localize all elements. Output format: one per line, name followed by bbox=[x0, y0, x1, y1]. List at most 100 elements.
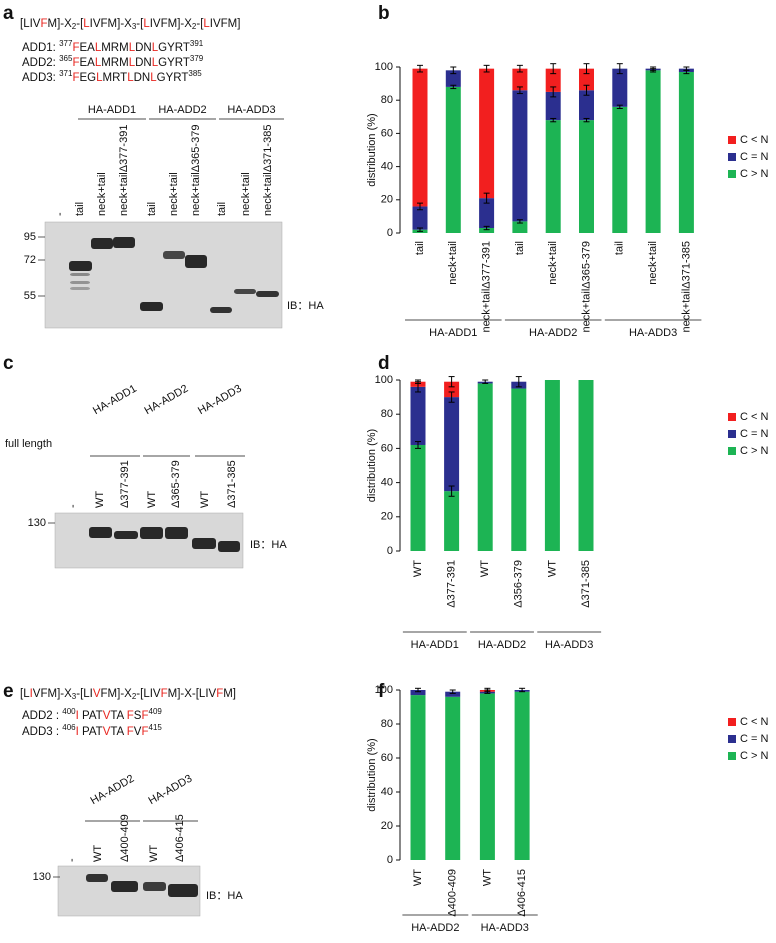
x-tick-label: WT bbox=[481, 869, 493, 886]
legend-swatch bbox=[728, 430, 736, 438]
text-segment: -[ bbox=[136, 18, 144, 30]
lane-label: Δ400-409 bbox=[119, 814, 131, 862]
rich-text: ADD1: 377FEALMRMLDNLGYRT391 bbox=[22, 39, 204, 54]
error-bar bbox=[417, 227, 423, 232]
rich-text: [LIVFM]-X2-[LIVFM]-X3-[LIVFM]-X2-[LIVFM] bbox=[20, 18, 240, 31]
lane-label: - bbox=[54, 212, 66, 216]
lane-label: WT bbox=[94, 491, 106, 508]
text-segment: MRT bbox=[103, 72, 128, 84]
text-segment: 365 bbox=[59, 54, 73, 63]
error-bar bbox=[417, 64, 423, 73]
text-segment: ADD1: bbox=[22, 42, 59, 54]
text-segment: 406 bbox=[62, 723, 76, 732]
legend-label: C < N bbox=[740, 716, 768, 728]
text-segment: IVFM]-X bbox=[90, 18, 132, 30]
error-bar bbox=[483, 64, 490, 73]
x-tick-label: Δ406-415 bbox=[516, 869, 528, 917]
error-bar bbox=[448, 391, 455, 403]
bar-segment bbox=[645, 70, 661, 233]
bar-segment bbox=[444, 397, 460, 492]
error-bar bbox=[650, 66, 657, 71]
blot-band bbox=[168, 884, 198, 897]
x-tick-label: WT bbox=[412, 560, 424, 577]
text-segment: 2 bbox=[132, 692, 137, 701]
y-tick-label: 100 bbox=[375, 374, 393, 386]
text-segment: MRM bbox=[101, 57, 128, 69]
text-segment: 2 bbox=[72, 22, 77, 31]
lane-label: - bbox=[67, 504, 79, 508]
error-bar bbox=[516, 86, 523, 95]
y-tick-label: 60 bbox=[381, 442, 393, 454]
error-bar bbox=[448, 376, 455, 388]
blot-band bbox=[163, 251, 185, 259]
bar-segment bbox=[511, 388, 527, 551]
group-label: HA-ADD2 bbox=[158, 104, 206, 116]
error-bar bbox=[483, 225, 490, 231]
legend-label: C > N bbox=[740, 750, 768, 762]
antibody-label: IB：HA bbox=[287, 300, 324, 312]
text-segment: 391 bbox=[190, 39, 204, 48]
blot-band bbox=[234, 289, 256, 294]
blot-band bbox=[140, 302, 163, 311]
text-segment: 371 bbox=[59, 69, 73, 78]
marker-label: 95 bbox=[24, 231, 36, 243]
bar-segment bbox=[410, 690, 426, 696]
legend-label: C = N bbox=[740, 733, 768, 745]
bar-segment bbox=[410, 386, 426, 445]
y-tick-label: 100 bbox=[375, 684, 393, 696]
rich-text: ADD3: 371FEGLMRTLDNLGYRT385 bbox=[22, 69, 202, 84]
text-segment: L bbox=[203, 18, 210, 30]
panel-letter: d bbox=[378, 353, 390, 374]
y-axis-label: distribution (%) bbox=[366, 113, 378, 186]
marker-label: 130 bbox=[33, 871, 51, 883]
marker-label: 72 bbox=[24, 254, 36, 266]
lane-label: tail bbox=[146, 202, 158, 216]
group-label: HA-ADD1 bbox=[411, 639, 459, 651]
blot-band bbox=[91, 238, 113, 249]
x-tick-label: Δ377-391 bbox=[446, 560, 458, 608]
error-bar bbox=[519, 687, 526, 693]
x-tick-label: WT bbox=[546, 560, 558, 577]
text-segment: V bbox=[93, 688, 101, 700]
y-tick-label: 20 bbox=[381, 820, 393, 832]
text-segment: F bbox=[161, 688, 168, 700]
legend-swatch bbox=[728, 718, 736, 726]
error-bar bbox=[616, 104, 623, 109]
blot-band bbox=[113, 237, 135, 248]
text-segment: I bbox=[30, 688, 33, 700]
blot-band bbox=[143, 882, 166, 891]
error-bar bbox=[415, 441, 421, 449]
group-label: HA-ADD2 bbox=[478, 639, 526, 651]
y-tick-label: 80 bbox=[381, 408, 393, 420]
error-bar bbox=[550, 86, 557, 98]
legend-swatch bbox=[728, 413, 736, 421]
group-label: HA-ADD1 bbox=[88, 104, 136, 116]
blot-band bbox=[70, 287, 90, 290]
blot-band bbox=[218, 541, 240, 552]
y-tick-label: 20 bbox=[381, 194, 393, 206]
text-segment: [LIV bbox=[20, 18, 41, 30]
bar-segment bbox=[544, 380, 560, 551]
error-bar bbox=[583, 84, 590, 96]
group-label: HA-ADD3 bbox=[196, 383, 244, 418]
x-tick-label: tail bbox=[614, 241, 626, 255]
x-tick-label: Δ371-385 bbox=[580, 560, 592, 608]
error-bar bbox=[449, 689, 456, 694]
y-axis-label: distribution (%) bbox=[366, 738, 378, 811]
bar-segment bbox=[444, 491, 460, 551]
lane-label: neck+tailΔ365-379 bbox=[190, 125, 202, 216]
blot-band bbox=[210, 307, 232, 313]
error-bar bbox=[550, 63, 557, 75]
blot-band bbox=[165, 527, 188, 539]
group-label: HA-ADD2 bbox=[529, 327, 577, 339]
y-tick-label: 80 bbox=[381, 94, 393, 106]
bar-segment bbox=[479, 228, 495, 233]
bar-segment bbox=[412, 206, 428, 230]
x-tick-label: Δ356-379 bbox=[513, 560, 525, 608]
x-tick-label: Δ400-409 bbox=[447, 869, 459, 917]
text-segment: M]-X-[LIV bbox=[168, 688, 217, 700]
y-tick-label: 40 bbox=[381, 786, 393, 798]
text-segment: PAT bbox=[79, 710, 103, 722]
lane-label: - bbox=[66, 858, 78, 862]
